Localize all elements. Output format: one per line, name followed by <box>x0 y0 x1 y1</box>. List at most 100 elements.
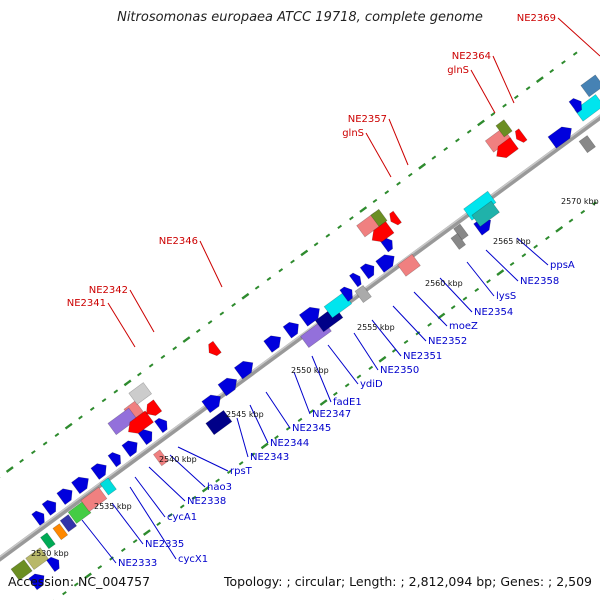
gene-feature[interactable] <box>471 200 500 228</box>
forward-gene-arrow[interactable] <box>348 272 362 288</box>
gene-label-ne2341[interactable]: NE2341 <box>67 298 106 309</box>
forward-gene-arrow[interactable] <box>56 488 73 506</box>
gene-feature[interactable] <box>80 486 108 513</box>
gene-label-rpst[interactable]: rpsT <box>230 466 253 477</box>
reverse-gene-arrow[interactable] <box>208 340 222 357</box>
gene-label-ne2364[interactable]: NE2364 <box>452 51 491 62</box>
gene-label-ne2345[interactable]: NE2345 <box>292 423 331 434</box>
gene-feature[interactable] <box>397 253 421 277</box>
gene-feature[interactable] <box>205 409 233 436</box>
gene-feature[interactable] <box>495 119 513 138</box>
gene-label-hao3[interactable]: hao3 <box>207 482 232 493</box>
scale-tick <box>62 591 67 596</box>
forward-gene-arrow[interactable] <box>154 417 168 434</box>
gene-label-ppsa[interactable]: ppsA <box>550 260 575 271</box>
gene-feature[interactable] <box>152 449 169 467</box>
genome-backbone <box>0 114 600 562</box>
gene-label-ne2343[interactable]: NE2343 <box>250 452 289 463</box>
gene-label-ne2346[interactable]: NE2346 <box>159 236 198 247</box>
gene-label-ne2344[interactable]: NE2344 <box>270 438 309 449</box>
forward-gene-arrow[interactable] <box>41 499 57 516</box>
scale-tick <box>97 565 103 570</box>
leader-line <box>371 319 402 357</box>
forward-gene-arrow[interactable] <box>121 440 138 458</box>
forward-gene-arrow[interactable] <box>71 476 89 495</box>
forward-gene-arrow[interactable] <box>107 452 122 468</box>
forward-gene-arrow[interactable] <box>31 510 45 526</box>
forward-gene-arrow[interactable] <box>282 321 299 339</box>
forward-gene-arrow[interactable] <box>263 335 282 353</box>
reverse-gene-arrow[interactable] <box>496 137 519 159</box>
reverse-gene-arrow[interactable] <box>128 410 154 434</box>
gene-feature[interactable] <box>52 523 69 541</box>
gene-feature[interactable] <box>40 532 56 550</box>
reverse-gene-arrow[interactable] <box>371 221 395 243</box>
scale-tick <box>179 504 185 509</box>
reverse-gene-arrow[interactable] <box>514 128 528 143</box>
forward-gene-arrow[interactable] <box>233 360 254 380</box>
gene-feature[interactable] <box>128 382 153 405</box>
gene-feature[interactable] <box>370 208 388 227</box>
forward-gene-arrow[interactable] <box>568 98 583 114</box>
gene-label-ydid[interactable]: ydiD <box>360 379 383 390</box>
scale-tick <box>266 276 272 282</box>
forward-gene-arrow[interactable] <box>339 286 353 302</box>
gene-label-lyss[interactable]: lysS <box>496 291 516 302</box>
gene-label-ne2358[interactable]: NE2358 <box>520 276 559 287</box>
gene-label-ne2338[interactable]: NE2338 <box>187 496 226 507</box>
scale-tick <box>396 181 401 186</box>
scale-tick <box>378 355 387 363</box>
scale-tick <box>5 466 14 473</box>
gene-label-fade1[interactable]: fadE1 <box>333 397 362 408</box>
scale-tick <box>555 225 564 233</box>
reverse-gene-arrow[interactable] <box>389 210 402 226</box>
scale-tick <box>349 216 354 221</box>
reverse-gene-arrow[interactable] <box>146 399 163 416</box>
gene-label-cyca1[interactable]: cycA1 <box>167 512 197 523</box>
forward-gene-arrow[interactable] <box>46 556 60 573</box>
scale-tick <box>207 320 213 325</box>
gene-feature[interactable] <box>10 559 33 581</box>
forward-gene-arrow[interactable] <box>298 306 320 327</box>
gene-feature[interactable] <box>99 477 117 496</box>
gene-feature[interactable] <box>574 94 600 122</box>
gene-label-ne2335[interactable]: NE2335 <box>145 539 184 550</box>
gene-label-ne2347[interactable]: NE2347 <box>312 409 351 420</box>
gene-feature[interactable] <box>354 284 372 304</box>
gene-feature[interactable] <box>578 135 596 154</box>
gene-feature[interactable] <box>580 74 600 98</box>
forward-gene-arrow[interactable] <box>375 254 395 273</box>
scale-tick <box>333 391 338 397</box>
leader-line <box>492 55 515 104</box>
scale-labels: 2530 kbp 2535 kbp 2540 kbp 2545 kbp 2550 kbp… <box>31 197 599 558</box>
scale-tick <box>418 162 427 170</box>
gene-label-ne2352[interactable]: NE2352 <box>428 336 467 347</box>
scale-tick <box>490 112 496 117</box>
forward-gene-arrow[interactable] <box>28 573 45 591</box>
forward-gene-arrow[interactable] <box>359 263 375 280</box>
gene-feature[interactable] <box>67 501 92 524</box>
gene-feature[interactable] <box>59 514 78 533</box>
forward-gene-arrow[interactable] <box>90 463 107 480</box>
forward-gene-arrow[interactable] <box>547 126 572 149</box>
gene-label-ne2354[interactable]: NE2354 <box>474 307 513 318</box>
gene-feature[interactable] <box>323 291 353 319</box>
gene-label-ne2342[interactable]: NE2342 <box>89 285 128 296</box>
gene-label-ne2357[interactable]: NE2357 <box>348 114 387 125</box>
gene-label-ne2351[interactable]: NE2351 <box>403 351 442 362</box>
label-leader-lines <box>81 17 600 564</box>
gene-label-ne2350[interactable]: NE2350 <box>380 365 419 376</box>
gene-label-glns-1[interactable]: glnS <box>342 128 364 139</box>
forward-gene-arrow[interactable] <box>217 377 238 397</box>
gene-label-glns-2[interactable]: glnS <box>447 65 469 76</box>
forward-gene-arrow[interactable] <box>201 394 221 414</box>
gene-feature[interactable] <box>463 190 497 221</box>
gene-label-cycx1[interactable]: cycX1 <box>178 554 208 565</box>
leader-line <box>516 237 549 266</box>
gene-label-moez[interactable]: moeZ <box>449 321 478 332</box>
scale-tick <box>502 103 507 108</box>
gene-label-ne2369[interactable]: NE2369 <box>517 13 556 24</box>
gene-feature[interactable] <box>450 232 467 250</box>
gene-label-ne2333[interactable]: NE2333 <box>118 558 157 569</box>
scale-label: 2560 kbp <box>425 279 463 288</box>
